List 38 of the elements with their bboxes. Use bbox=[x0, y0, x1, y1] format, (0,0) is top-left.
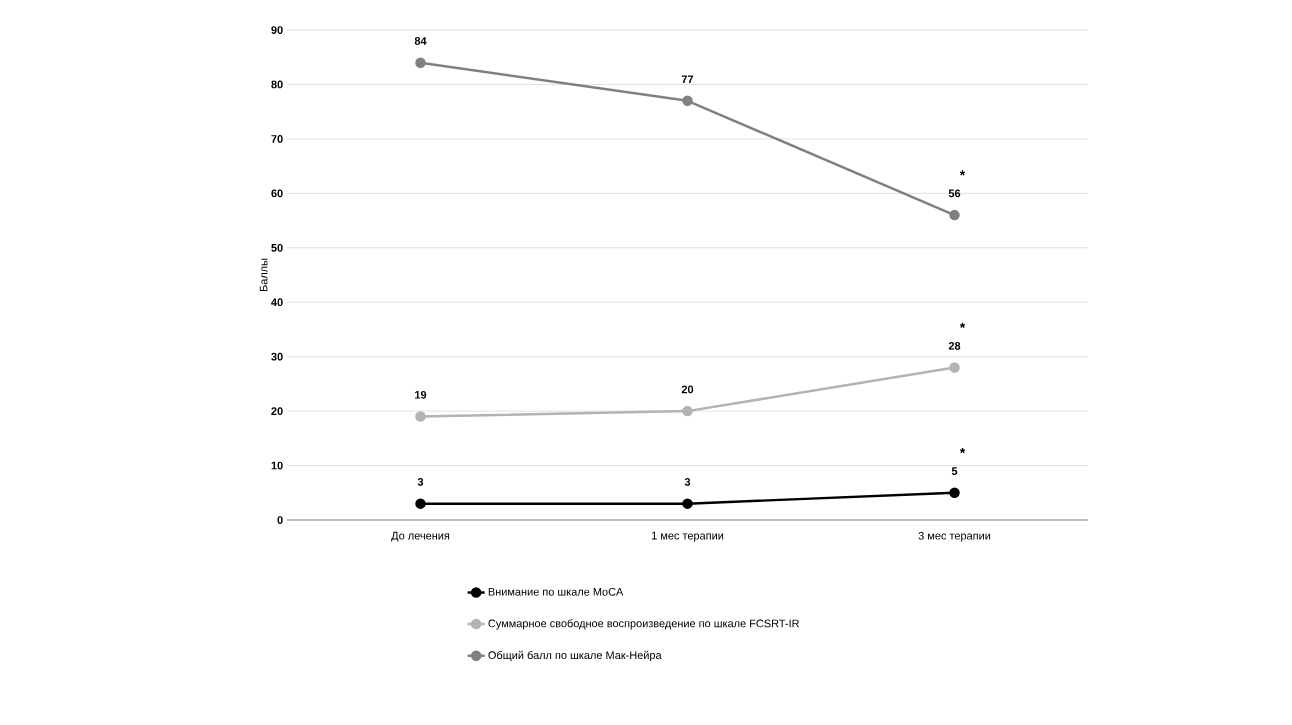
y-tick-label: 50 bbox=[271, 243, 283, 252]
y-tick-label: 90 bbox=[271, 26, 283, 34]
point bbox=[682, 498, 693, 509]
y-tick-label: 70 bbox=[271, 135, 283, 143]
point bbox=[415, 498, 426, 509]
data-label: 20 bbox=[681, 385, 694, 394]
point bbox=[415, 57, 426, 68]
y-tick-label: 20 bbox=[271, 407, 283, 415]
point bbox=[949, 487, 960, 499]
data-label: 19 bbox=[415, 390, 427, 399]
x-tick-label: 1 мес терапии bbox=[652, 531, 724, 542]
y-tick-label: 10 bbox=[271, 461, 283, 470]
y-tick-label: 40 bbox=[271, 298, 283, 307]
y-tick-label: 0 bbox=[277, 516, 283, 524]
y-tick-label: 30 bbox=[271, 352, 283, 361]
annotation: * bbox=[959, 322, 966, 328]
data-label: 56 bbox=[948, 189, 961, 198]
point bbox=[682, 95, 693, 107]
legend-label: Внимание по шкале MoCA bbox=[488, 587, 624, 596]
data-label: 3 bbox=[417, 478, 424, 486]
y-tick-label: 60 bbox=[271, 189, 283, 198]
point bbox=[949, 362, 960, 373]
y-axis-title: Баллы bbox=[259, 258, 268, 292]
point bbox=[415, 411, 426, 422]
legend-label: Общий балл по шкале Мак-Нейра bbox=[488, 650, 662, 662]
data-label: 77 bbox=[681, 75, 694, 83]
x-tick-label: 3 мес терапии bbox=[918, 531, 991, 542]
annotation: * bbox=[959, 170, 966, 176]
point bbox=[682, 405, 693, 417]
data-label: 28 bbox=[948, 341, 961, 350]
x-tick-label: До лечения bbox=[391, 531, 450, 542]
annotation: * bbox=[959, 447, 966, 454]
legend-label: Суммарное свободное воспроизведение по шкале FCSRT-IR bbox=[488, 619, 800, 630]
data-label: 84 bbox=[414, 37, 427, 45]
y-tick-label: 80 bbox=[271, 80, 283, 89]
point bbox=[949, 209, 960, 221]
data-label: 3 bbox=[684, 478, 691, 486]
data-label: 5 bbox=[951, 467, 958, 475]
